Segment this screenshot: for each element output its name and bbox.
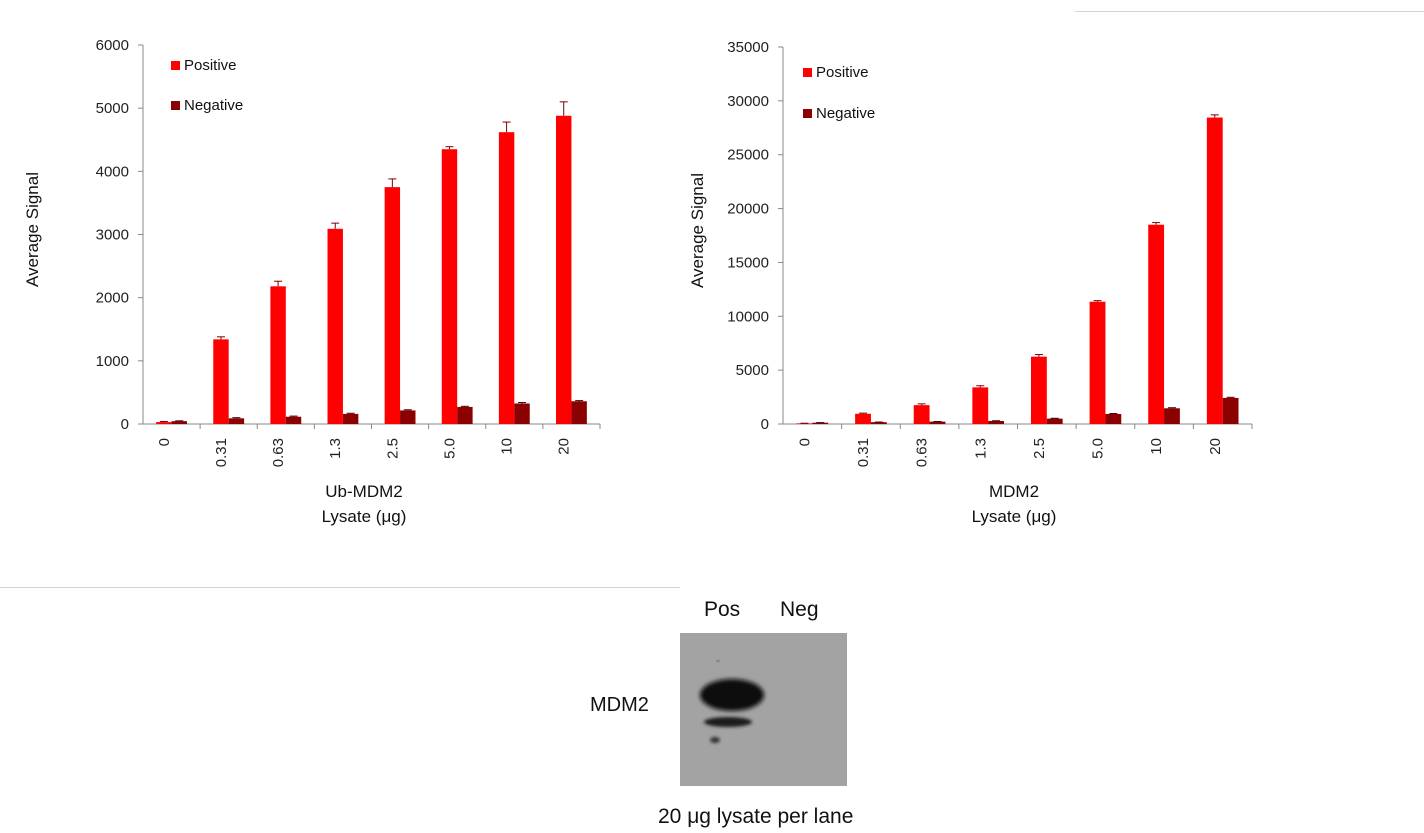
bar-positive [327,228,343,424]
bar-positive [556,115,572,424]
x-tick-label: 0.31 [855,438,872,467]
bar-positive [1089,301,1106,424]
western-blot-image [680,633,847,786]
x-tick-label: 2.5 [384,438,401,459]
x-axis-title-line: Ub-MDM2 [325,482,402,501]
x-tick-label: 0.63 [270,438,287,467]
bar-chart-1: 0 1000 2000 3000 4000 5000 6000 0 0.31 0.63 1.3 2.5… [23,37,601,526]
y-tick-label: 20000 [727,201,769,218]
x-tick-label: 10 [499,438,516,455]
blot-lane-label-neg: Neg [780,598,819,621]
x-axis-title-line: Lysate (μg) [322,507,407,526]
y-tick-label: 5000 [736,362,769,379]
bar-positive [384,187,401,424]
bar-positive [270,286,286,424]
bar-positive [441,149,458,424]
bar-negative [514,403,530,424]
x-tick-label: 0 [796,438,813,446]
y-tick-label: 3000 [96,227,129,244]
bar-negative [400,410,416,424]
bar-positive [498,132,515,425]
bar-negative [342,413,359,424]
bar-negative [929,421,946,424]
bar-negative [171,421,187,424]
bar-negative [1046,418,1063,424]
bar-negative [1105,413,1122,424]
bar-positive [1030,356,1047,424]
bar-negative [1164,408,1180,424]
x-tick-label: 0.63 [914,438,931,467]
bar-positive [1206,117,1223,424]
bar-positive [156,422,172,424]
legend-swatch-negative [171,101,180,110]
y-tick-label: 10000 [727,308,769,325]
legend-swatch-negative [803,109,812,118]
bar-negative [571,401,587,424]
separator-line-top [1075,11,1424,12]
bar-negative [870,422,887,424]
legend-label-negative: Negative [184,97,243,114]
bar-positive [213,339,229,424]
bar-positive [1148,224,1165,424]
bar-negative [228,418,245,424]
y-tick-label: 2000 [96,290,129,307]
blot-band-main [700,679,764,711]
blot-speck [716,659,720,663]
y-tick-label: 15000 [727,254,769,271]
bar-positive [855,413,871,424]
x-tick-label: 5.0 [1090,438,1107,459]
y-axis-title: Average Signal [688,173,707,288]
y-axis-title: Average Signal [23,172,42,287]
legend-label-positive: Positive [816,64,869,81]
bar-negative [1222,397,1239,424]
bar-negative [812,422,829,424]
bar-negative [457,406,473,424]
blot-band-minor [710,737,720,743]
x-axis-title-line: Lysate (μg) [972,507,1057,526]
y-tick-label: 0 [761,416,769,433]
x-tick-label: 0 [156,438,173,446]
x-tick-label: 20 [1207,438,1224,455]
separator-line-middle [0,587,680,588]
blot-lane-label-pos: Pos [704,598,741,621]
bar-positive [972,387,989,424]
y-tick-label: 35000 [727,39,769,56]
y-tick-label: 30000 [727,93,769,110]
bar-positive [913,405,930,424]
y-tick-label: 5000 [96,100,129,117]
blot-band-secondary [704,717,752,727]
x-tick-label: 1.3 [972,438,989,459]
y-tick-label: 1000 [96,353,129,370]
blot-band-label: MDM2 [590,694,649,716]
bar-negative [285,416,302,424]
blot-caption: 20 μg lysate per lane [658,805,854,828]
legend-label-positive: Positive [184,57,237,74]
y-tick-label: 0 [121,416,129,433]
x-tick-label: 5.0 [441,438,458,459]
x-tick-label: 0.31 [213,438,230,467]
x-tick-label: 10 [1148,438,1165,455]
x-tick-label: 1.3 [327,438,344,459]
y-tick-label: 6000 [96,37,129,54]
legend-swatch-positive [803,68,812,77]
legend-label-negative: Negative [816,105,875,122]
x-tick-label: 20 [556,438,573,455]
x-axis-title-line: MDM2 [989,482,1039,501]
bar-negative [988,420,1005,424]
bar-chart-2: 0 5000 10000 15000 20000 25000 30000 35000 0 0.31… [688,39,1253,526]
x-tick-label: 2.5 [1031,438,1048,459]
legend-swatch-positive [171,61,180,70]
y-tick-label: 25000 [727,147,769,164]
y-tick-label: 4000 [96,163,129,180]
